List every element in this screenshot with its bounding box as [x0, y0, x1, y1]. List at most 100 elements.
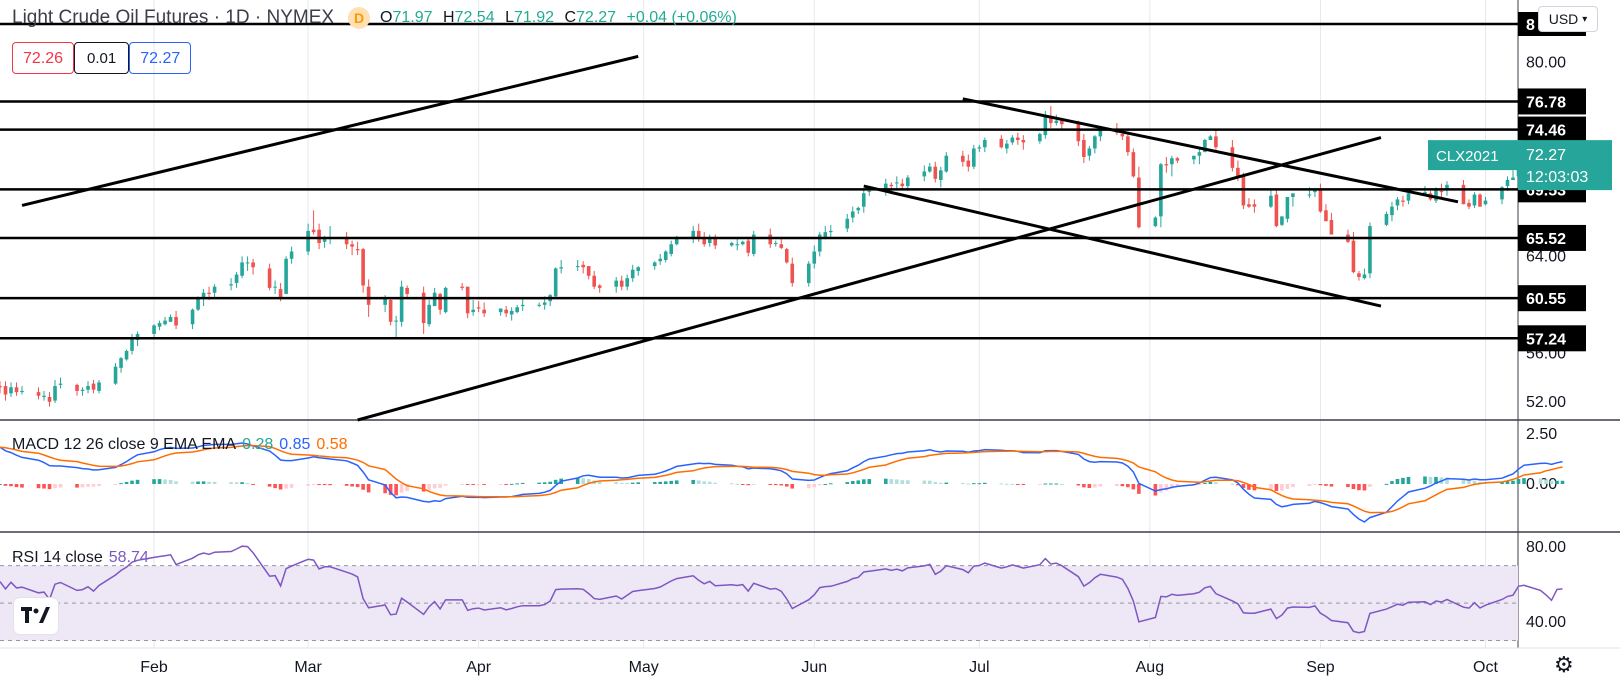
- macd-histogram-bar: [1043, 483, 1048, 485]
- macd-histogram-bar: [328, 484, 332, 486]
- candle-up: [625, 278, 630, 287]
- candle-down: [251, 262, 255, 268]
- symbol-label-bg: [1428, 140, 1522, 171]
- candle-up: [322, 236, 327, 242]
- candle-up: [630, 269, 635, 279]
- candle-down: [1329, 220, 1334, 235]
- candle-down: [317, 229, 321, 244]
- level-label-bg: [1518, 116, 1586, 143]
- candle-up: [575, 266, 580, 268]
- candle-down: [1236, 167, 1240, 177]
- macd-histogram-bar: [1203, 483, 1207, 485]
- gear-icon[interactable]: ⚙: [1554, 652, 1574, 677]
- candle-up: [806, 263, 811, 284]
- macd-histogram-bar: [515, 483, 519, 485]
- macd-histogram-bar: [735, 483, 740, 485]
- close-value: 72.27: [576, 9, 617, 26]
- macd-histogram-bar: [1269, 484, 1273, 490]
- candle-down: [75, 384, 79, 391]
- candle-down: [966, 160, 971, 167]
- candle-up: [212, 286, 217, 293]
- candle-up: [663, 251, 668, 260]
- macd-histogram-bar: [1307, 484, 1312, 487]
- macd-histogram-bar: [91, 484, 96, 487]
- macd-histogram-bar: [130, 480, 134, 484]
- macd-histogram-bar: [80, 484, 85, 488]
- candle-down: [1120, 133, 1125, 137]
- macd-histogram-bar: [581, 478, 585, 484]
- macd-histogram-bar: [1175, 484, 1180, 488]
- level-label: 65.52: [1526, 231, 1566, 248]
- candle-down: [696, 230, 701, 239]
- macd-legend[interactable]: MACD 12 26 close 9 EMA EMA 0.28 0.85 0.5…: [12, 436, 348, 458]
- candle-down: [961, 155, 965, 162]
- trendline: [357, 136, 1382, 422]
- macd-histogram-bar: [520, 482, 525, 484]
- candle-down: [482, 309, 486, 314]
- time-axis-label: Jun: [801, 659, 827, 676]
- candle-up: [9, 387, 13, 394]
- macd-histogram-bar: [553, 479, 558, 484]
- ask-button[interactable]: 72.27: [129, 42, 192, 74]
- last-price-label: 72.27: [1526, 147, 1566, 164]
- candle-up: [751, 234, 756, 254]
- candle-up: [124, 350, 129, 360]
- candle-up: [53, 386, 57, 401]
- macd-histogram-bar: [75, 484, 79, 488]
- candle-down: [355, 249, 360, 251]
- candle-up: [201, 292, 206, 299]
- symbol-title[interactable]: Light Crude Oil Futures · 1D · NYMEX: [12, 7, 335, 28]
- candle-up: [735, 244, 740, 246]
- macd-histogram-bar: [273, 484, 277, 489]
- candle-up: [509, 310, 514, 315]
- candle-up: [636, 267, 641, 271]
- candle-up: [861, 193, 866, 207]
- macd-histogram-bar: [773, 484, 778, 486]
- macd-histogram-bar: [586, 479, 591, 484]
- candle-up: [614, 280, 619, 287]
- rsi-name: RSI 14 close: [12, 549, 103, 566]
- macd-histogram-bar: [1384, 483, 1389, 485]
- macd-histogram-bar: [361, 484, 365, 490]
- macd-histogram-bar: [1423, 476, 1427, 484]
- candle-up: [130, 338, 134, 351]
- candle-up: [240, 262, 244, 276]
- macd-histogram-bar: [1516, 479, 1521, 484]
- macd-histogram-bar: [432, 484, 437, 489]
- macd-histogram-bar: [1098, 484, 1103, 487]
- candle-up: [944, 155, 949, 172]
- candle-up: [306, 230, 310, 252]
- macd-histogram-bar: [168, 479, 173, 484]
- macd-histogram-bar: [58, 484, 63, 488]
- candle-down: [900, 183, 905, 187]
- bid-button[interactable]: 72.26: [12, 42, 75, 74]
- candle-up: [1192, 155, 1196, 160]
- exchange-badge: D: [348, 7, 371, 29]
- macd-name: MACD 12 26 close 9 EMA EMA: [12, 436, 237, 453]
- candle-down: [1060, 120, 1064, 125]
- candle-up: [234, 274, 239, 284]
- tradingview-logo[interactable]: [14, 598, 58, 634]
- candle-down: [1021, 140, 1026, 143]
- macd-histogram-bar: [1137, 484, 1141, 494]
- macd-histogram-bar: [983, 482, 987, 484]
- candle-down: [1175, 158, 1180, 161]
- macd-histogram-bar: [1159, 484, 1163, 493]
- macd-histogram-bar: [421, 484, 426, 492]
- candle-up: [867, 190, 872, 192]
- candle-up: [245, 262, 250, 264]
- currency-dropdown[interactable]: USD ▾: [1538, 6, 1598, 32]
- macd-histogram-bar: [1230, 483, 1235, 485]
- level-label-bg: [1518, 285, 1586, 312]
- low-value: 71.92: [513, 9, 555, 26]
- macd-histogram-bar: [465, 484, 470, 485]
- macd-histogram-bar: [1131, 484, 1136, 490]
- level-label-bg: [1518, 325, 1586, 352]
- macd-histogram-bar: [366, 484, 371, 493]
- macd-histogram-bar: [1054, 483, 1059, 485]
- time-axis-label: Jul: [969, 659, 989, 676]
- candle-up: [1038, 133, 1042, 142]
- candle-down: [1478, 194, 1482, 207]
- rsi-legend[interactable]: RSI 14 close 58.74: [12, 549, 149, 571]
